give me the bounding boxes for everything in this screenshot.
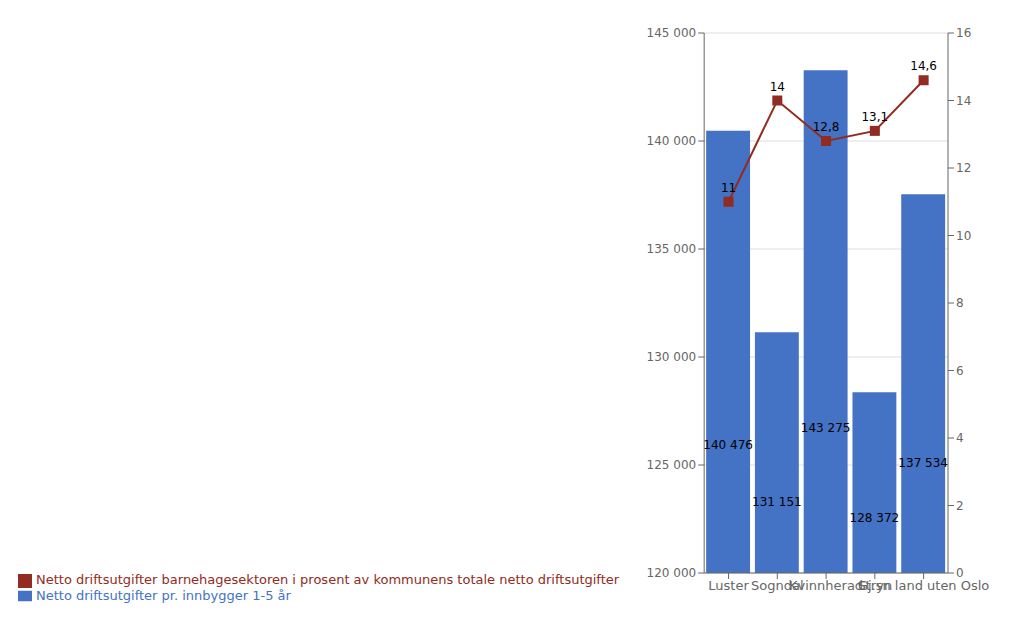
svg-text:140 000: 140 000 [647,134,697,148]
svg-text:128 372: 128 372 [850,511,900,525]
html-text:Netto driftsutgifter pr. innby: Netto driftsutgifter pr. innbygger 1-5 å… [36,587,291,603]
svg-text:0: 0 [956,566,964,580]
svg-text:12: 12 [956,161,971,175]
svg-text:10: 10 [956,229,971,243]
svg-text:135 000: 135 000 [647,242,697,256]
svg-text:14: 14 [956,94,971,108]
svg-text:145 000: 145 000 [647,26,697,40]
svg-text:Gj.sn land uten Oslo: Gj.sn land uten Oslo [858,578,989,593]
svg-text:131 151: 131 151 [752,495,802,509]
svg-text:140 476: 140 476 [703,438,753,452]
svg-text:2: 2 [956,499,964,513]
svg-text:6: 6 [956,364,964,378]
svg-text:137 534: 137 534 [898,456,948,470]
svg-text:4: 4 [956,431,964,445]
svg-text:14,6: 14,6 [910,59,937,73]
svg-text:13,1: 13,1 [861,110,888,124]
svg-text:Kvinnherad: Kvinnherad [789,578,863,593]
svg-text:Luster: Luster [708,578,749,593]
svg-text:11: 11 [721,181,736,195]
html-text:Netto driftsutgifter barnehage: Netto driftsutgifter barnehagesektoren i… [36,572,620,587]
svg-text:125 000: 125 000 [647,458,697,472]
svg-text:12,8: 12,8 [813,120,840,134]
svg-text:16: 16 [956,26,971,40]
svg-text:143 275: 143 275 [801,421,851,435]
svg-text:14: 14 [770,80,785,94]
svg-text:130 000: 130 000 [647,350,697,364]
svg-text:8: 8 [956,296,964,310]
svg-text:Sogndal: Sogndal [751,578,804,594]
svg-text:120 000: 120 000 [647,566,697,580]
